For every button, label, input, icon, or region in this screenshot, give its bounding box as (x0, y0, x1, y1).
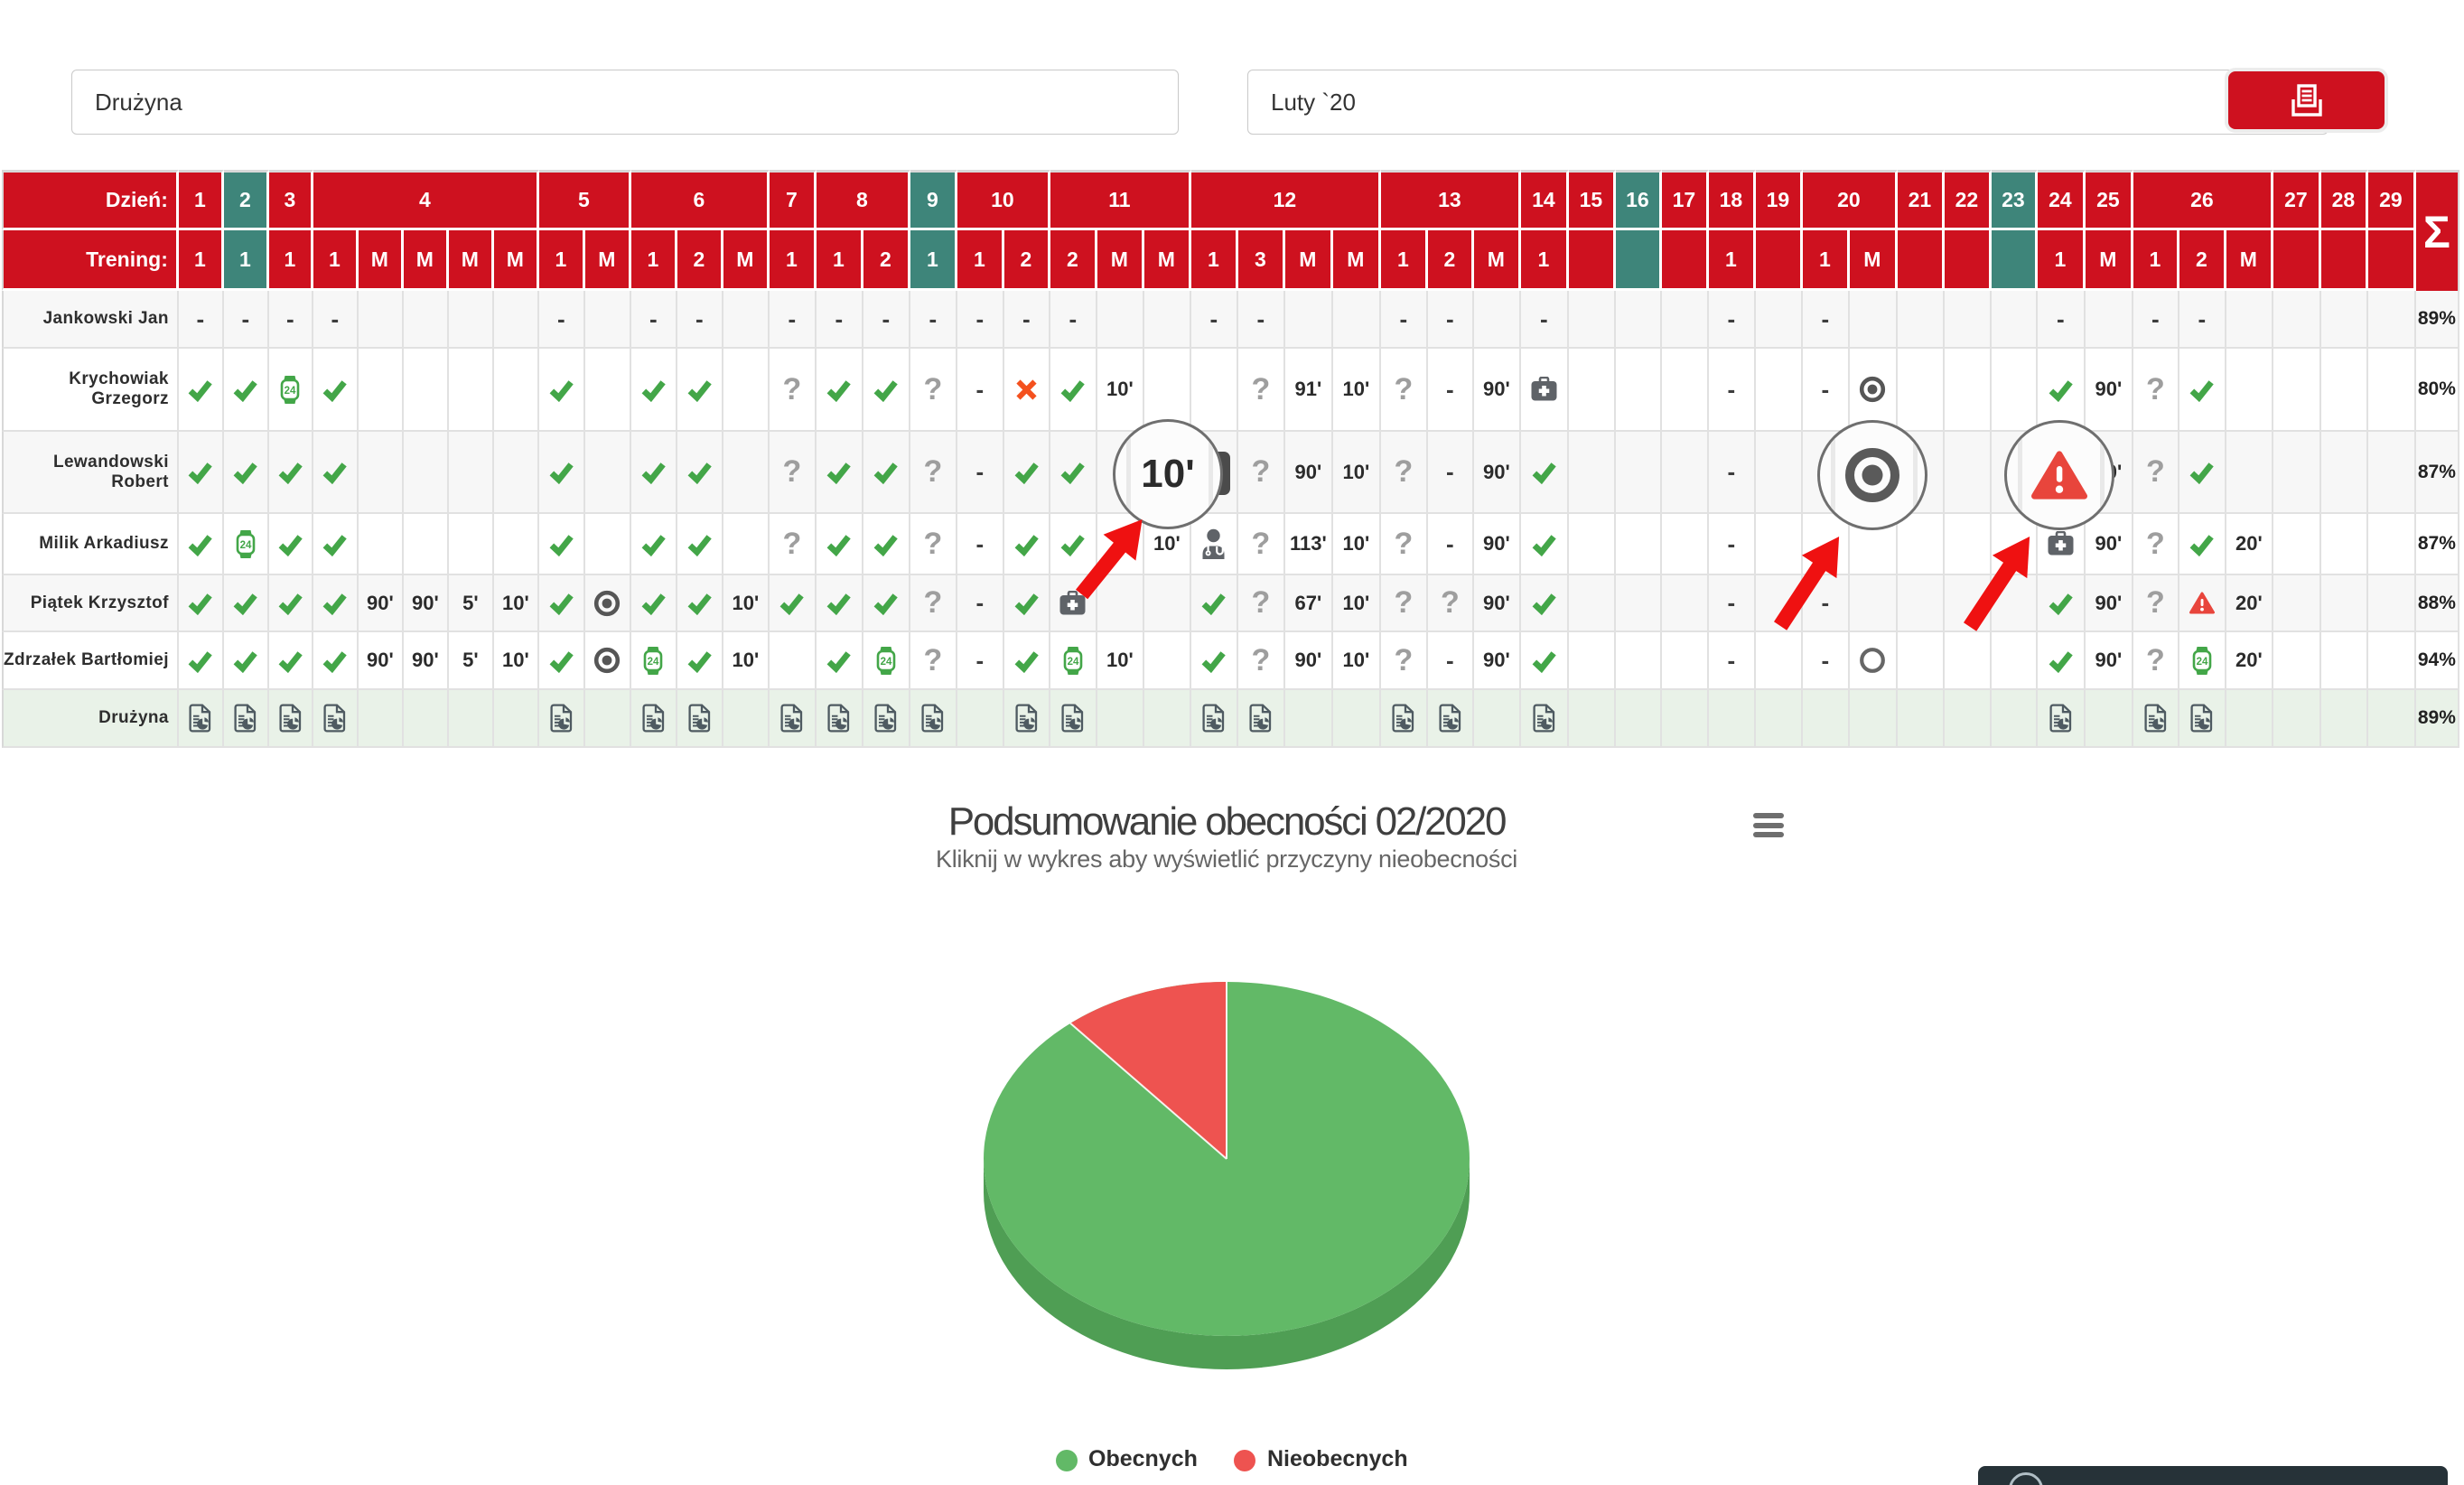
svg-text:24: 24 (285, 386, 296, 397)
svg-text:24: 24 (880, 657, 891, 668)
svg-text:24: 24 (1067, 657, 1078, 668)
svg-text:24: 24 (239, 540, 251, 551)
svg-text:24: 24 (2196, 657, 2207, 668)
svg-text:24: 24 (648, 657, 659, 668)
